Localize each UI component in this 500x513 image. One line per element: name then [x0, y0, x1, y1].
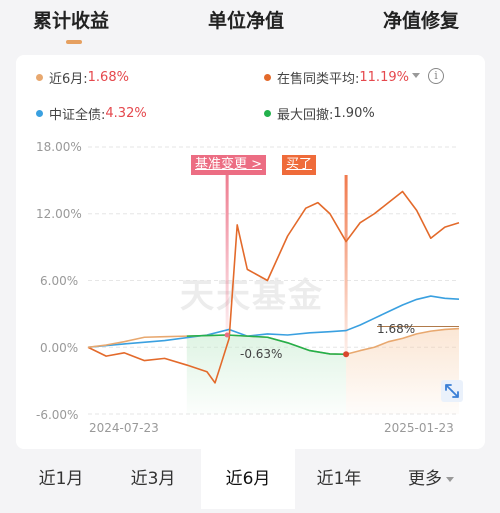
y-tick-label: 18.00% — [36, 140, 82, 154]
x-tick-label-end: 2025-01-23 — [384, 421, 454, 435]
drawdown-area — [186, 335, 347, 414]
x-tick-label-start: 2024-07-23 — [89, 421, 159, 435]
tab-unit-nav[interactable]: 单位净值 — [208, 10, 285, 32]
tab-nav-recovery[interactable]: 净值修复 — [383, 10, 460, 32]
end-value-label: 1.68% — [377, 322, 416, 336]
y-tick-label: 6.00% — [40, 274, 79, 288]
benchmark-change-point — [224, 332, 230, 338]
period-selector: 近1月 近3月 近6月 近1年 更多 — [0, 449, 500, 513]
legend-item-max-drawdown: 最大回撤: 1.90% — [264, 104, 375, 123]
period-6m[interactable]: 近6月 — [201, 449, 295, 509]
expand-arrows-icon[interactable] — [441, 380, 463, 402]
bought-line — [344, 175, 348, 355]
period-more[interactable]: 更多 — [388, 449, 474, 509]
legend-dot-peer — [264, 74, 271, 81]
benchmark-change-flag[interactable]: 基准变更 > — [191, 155, 267, 175]
watermark-logo: 天天基金 — [180, 276, 324, 316]
info-icon[interactable]: i — [428, 68, 444, 84]
series-line-3 — [186, 334, 347, 356]
legend-item-csi-bond: 中证全债: 4.32% — [36, 104, 147, 123]
benchmark-change-line — [225, 175, 229, 336]
period-more-label: 更多 — [408, 469, 442, 489]
active-tab-indicator — [66, 40, 82, 44]
period-3m[interactable]: 近3月 — [130, 469, 176, 489]
legend-item-6m: 近6月: 1.68% — [36, 68, 129, 87]
y-tick-label: 12.00% — [36, 207, 82, 221]
legend-item-peer-average[interactable]: 在售同类平均: 11.19% — [264, 68, 409, 87]
legend-dot-6m — [36, 74, 43, 81]
bought-flag[interactable]: 买了 — [282, 155, 317, 175]
bought-point — [343, 351, 350, 358]
legend-dot-csi — [36, 110, 43, 117]
holding-area — [346, 328, 459, 414]
series-line-1 — [87, 190, 460, 384]
chart-tabs: 累计收益 单位净值 净值修复 — [0, 0, 500, 48]
peer-dropdown-caret-icon[interactable] — [412, 73, 420, 78]
drawdown-value-label: -0.63% — [240, 347, 283, 361]
legend-dot-drawdown — [264, 110, 271, 117]
tab-cumulative-return[interactable]: 累计收益 — [33, 10, 110, 32]
period-1y[interactable]: 近1年 — [316, 469, 362, 489]
y-tick-label: -6.00% — [36, 408, 79, 422]
chevron-down-icon — [446, 476, 454, 482]
period-1m[interactable]: 近1月 — [38, 469, 84, 489]
y-tick-label: 0.00% — [40, 341, 79, 355]
